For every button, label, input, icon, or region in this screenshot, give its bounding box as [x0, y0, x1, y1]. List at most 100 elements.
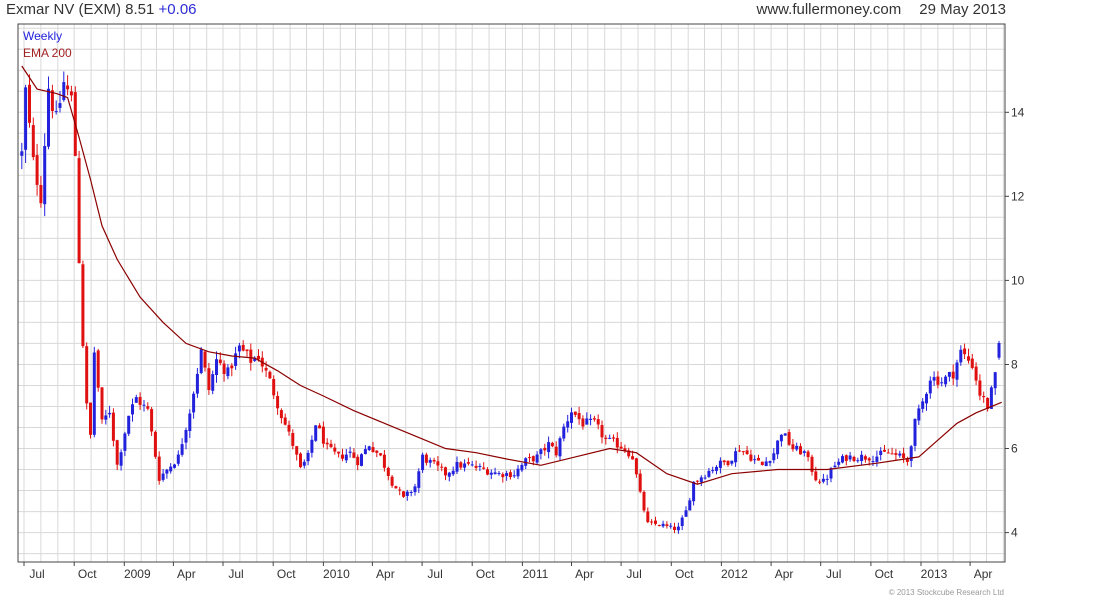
candle-down [695, 480, 699, 482]
candle-down [486, 469, 489, 475]
candle-down [264, 367, 268, 371]
candle-up [493, 472, 497, 475]
candle-down [818, 481, 822, 483]
candle-down [318, 425, 322, 429]
candle-down [619, 446, 623, 449]
candle-down [806, 451, 810, 458]
y-tick-label: 8 [1011, 358, 1018, 372]
candle-up [562, 426, 566, 439]
candle-down [646, 511, 650, 523]
candle-up [447, 472, 451, 477]
candle-down [375, 450, 379, 453]
candle-up [547, 442, 551, 453]
candle-up [512, 475, 516, 477]
candle-down [642, 491, 646, 511]
candle-up [413, 486, 417, 493]
chart-date: 29 May 2013 [919, 1, 1006, 18]
candle-down [341, 454, 344, 459]
candle-down [531, 456, 535, 462]
candle-down [325, 442, 329, 445]
candle-down [596, 419, 600, 425]
candle-down [852, 456, 856, 461]
candle-down [39, 185, 43, 204]
candle-up [344, 454, 348, 461]
candle-down [283, 417, 287, 425]
candle-up [211, 374, 215, 391]
candle-up [608, 437, 612, 439]
candle-up [131, 404, 134, 415]
candle-up [772, 453, 776, 461]
candle-up [795, 445, 799, 450]
candle-up [688, 500, 692, 511]
candle-down [890, 453, 894, 455]
candle-down [612, 437, 615, 439]
candle-down [554, 446, 558, 456]
site-url[interactable]: www.fullermoney.com [756, 1, 902, 18]
candle-down [257, 355, 260, 360]
candle-up [570, 412, 573, 423]
candle-down [844, 455, 848, 461]
candle-down [787, 432, 791, 445]
candle-down [741, 451, 745, 453]
candle-down [157, 456, 161, 481]
candle-up [367, 446, 371, 450]
candle-down [474, 465, 478, 468]
x-tick-label: Jul [29, 567, 44, 581]
candle-down [963, 348, 967, 355]
candle-down [432, 460, 436, 462]
x-tick-label: Oct [476, 567, 495, 581]
candle-up [215, 359, 218, 375]
candle-down [276, 396, 280, 409]
candle-down [424, 454, 428, 463]
candle-down [394, 486, 398, 489]
candle-down [986, 398, 990, 409]
candle-down [356, 456, 360, 466]
candle-up [680, 517, 684, 526]
x-tick-label: Apr [974, 567, 993, 581]
candle-up [417, 471, 421, 488]
candle-down [299, 453, 302, 468]
candle-down [337, 451, 341, 454]
candle-down [69, 91, 73, 96]
candle-down [96, 350, 100, 388]
candle-up [478, 466, 482, 467]
candle-down [31, 125, 35, 158]
candle-down [89, 402, 92, 435]
candle-up [195, 373, 199, 394]
candle-up [989, 387, 993, 409]
x-tick-label: Apr [376, 567, 395, 581]
candle-up [776, 440, 780, 455]
candle-up [62, 82, 66, 101]
candle-up [860, 454, 864, 461]
candle-up [455, 462, 459, 472]
candle-down [218, 359, 222, 364]
candle-up [302, 461, 306, 466]
candle-down [230, 365, 234, 369]
candle-up [879, 450, 883, 455]
candle-down [650, 521, 654, 523]
candle-down [50, 90, 54, 111]
price-change: +0.06 [158, 1, 197, 18]
candle-up [917, 408, 921, 421]
candle-up [734, 451, 738, 463]
candle-up [925, 393, 928, 404]
candle-up [535, 454, 539, 463]
candle-up [405, 491, 409, 496]
candle-up [928, 380, 932, 394]
candle-up [944, 376, 948, 385]
x-tick-label: Oct [875, 567, 894, 581]
candle-down [466, 462, 470, 464]
candle-down [665, 524, 669, 526]
candle-down [203, 351, 207, 368]
candle-up [520, 464, 524, 471]
candle-up [43, 146, 47, 205]
candle-up [58, 103, 62, 108]
candle-up [234, 353, 238, 366]
candle-down [654, 520, 657, 524]
candle-up [505, 473, 509, 476]
y-tick-label: 10 [1011, 273, 1025, 287]
candle-up [173, 464, 176, 468]
candle-up [184, 430, 188, 443]
x-tick-label: Oct [675, 567, 694, 581]
candle-up [955, 362, 959, 380]
